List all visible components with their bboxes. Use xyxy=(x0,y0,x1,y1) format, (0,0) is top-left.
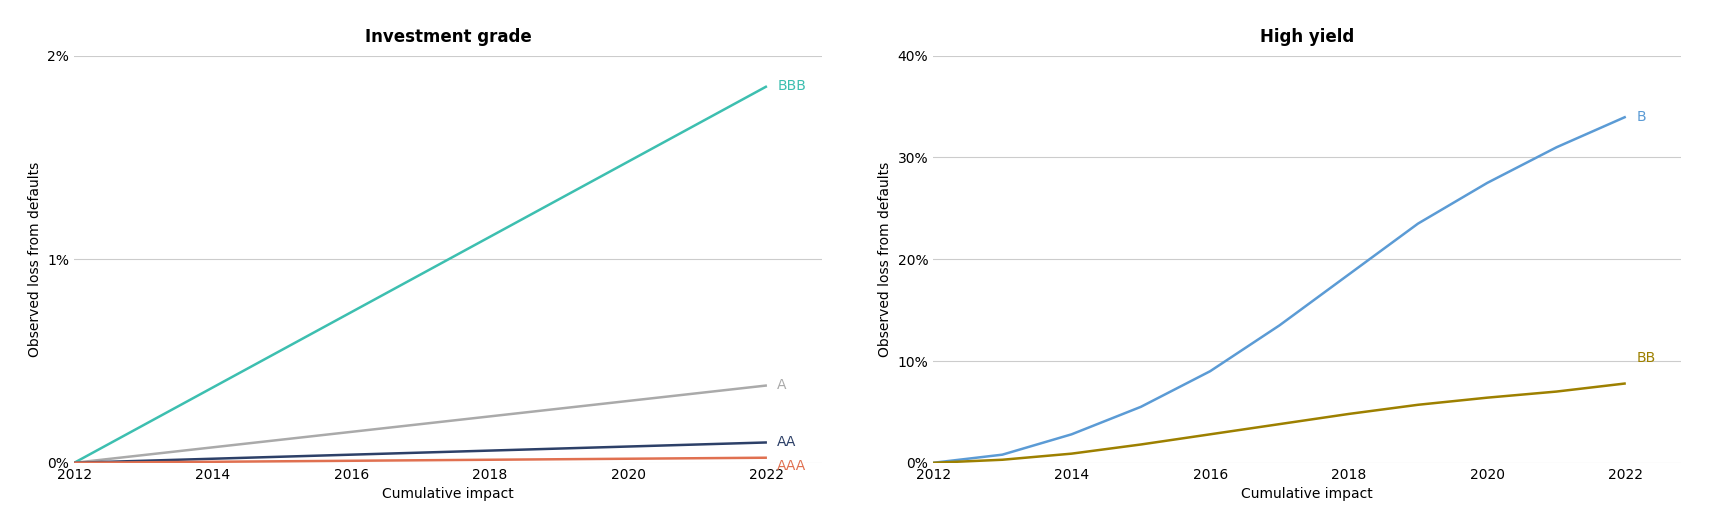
Y-axis label: Observed loss from defaults: Observed loss from defaults xyxy=(27,162,41,357)
X-axis label: Cumulative impact: Cumulative impact xyxy=(1241,487,1372,501)
Title: Investment grade: Investment grade xyxy=(366,28,531,46)
Text: A: A xyxy=(778,378,786,393)
Text: B: B xyxy=(1636,110,1646,124)
Text: AA: AA xyxy=(778,435,796,450)
Title: High yield: High yield xyxy=(1260,28,1354,46)
Y-axis label: Observed loss from defaults: Observed loss from defaults xyxy=(878,162,892,357)
Text: BBB: BBB xyxy=(778,79,807,93)
Text: AAA: AAA xyxy=(778,459,807,473)
Text: BB: BB xyxy=(1636,351,1656,365)
X-axis label: Cumulative impact: Cumulative impact xyxy=(383,487,514,501)
